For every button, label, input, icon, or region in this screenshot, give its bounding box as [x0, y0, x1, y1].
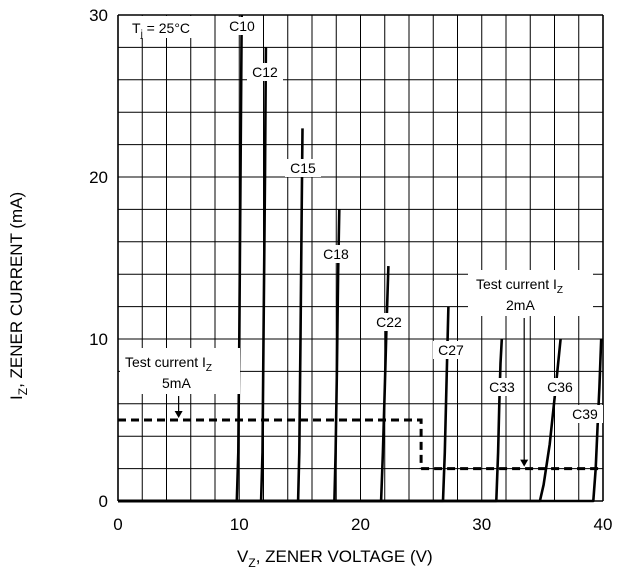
test-current-5ma-line — [118, 418, 423, 469]
tick-labels: 0 10 20 30 40 0 10 20 30 — [89, 6, 612, 534]
zener-curve-c15 — [118, 128, 304, 503]
curve-label-c39: C39 — [572, 406, 598, 422]
test-current-2ma-line1: Test current IZ — [476, 276, 563, 296]
test-current-2ma-box — [468, 270, 593, 316]
zener-curve-c10 — [118, 14, 243, 503]
test-current-5ma-line1: Test current IZ — [125, 354, 212, 374]
curve-label-c27: C27 — [438, 342, 464, 358]
curve-label-c10: C10 — [229, 18, 255, 34]
test-current-5ma-line2: 5mA — [162, 375, 191, 391]
curve-label-bg — [567, 405, 603, 423]
curve-label-bg — [433, 341, 469, 359]
curve-label-c33: C33 — [489, 379, 515, 395]
test-current-2ma-line2: 2mA — [506, 297, 535, 313]
curve-label-c36: C36 — [547, 379, 573, 395]
x-axis-title: VZ, ZENER VOLTAGE (V) — [237, 547, 433, 570]
curve-label-bg — [247, 63, 283, 81]
condition-box — [122, 16, 212, 38]
y-tick-label: 30 — [89, 6, 108, 25]
x-tick-label: 30 — [472, 515, 491, 534]
condition-label: Tj = 25°C — [132, 20, 190, 40]
curve-label-c15: C15 — [290, 160, 316, 176]
curve-labels: C10 C12 C15 C18 C22 C27 C33 C36 C39 — [224, 17, 603, 423]
x-tick-label: 40 — [594, 515, 613, 534]
curve-label-bg — [285, 159, 321, 177]
curve-label-bg — [542, 378, 578, 396]
curve-label-c22: C22 — [376, 314, 402, 330]
y-tick-label: 10 — [89, 330, 108, 349]
x-tick-label: 10 — [230, 515, 249, 534]
x-tick-label: 0 — [113, 515, 122, 534]
y-tick-label: 20 — [89, 168, 108, 187]
zener-curve-c39 — [118, 338, 603, 503]
curve-label-bg — [484, 378, 520, 396]
y-tick-label: 0 — [99, 492, 108, 511]
curve-label-c12: C12 — [252, 64, 278, 80]
curve-label-bg — [224, 17, 260, 35]
test-current-5ma-arrow-head — [174, 411, 183, 418]
y-axis-title: IZ, ZENER CURRENT (mA) — [7, 192, 30, 400]
x-tick-label: 20 — [351, 515, 370, 534]
curve-label-bg — [318, 245, 354, 263]
test-current-lines — [118, 318, 603, 471]
curve-label-c18: C18 — [323, 246, 349, 262]
test-current-5ma-box — [120, 348, 240, 394]
curve-label-bg — [371, 313, 407, 331]
grid — [117, 14, 604, 502]
test-current-2ma-arrow-head — [520, 459, 529, 467]
